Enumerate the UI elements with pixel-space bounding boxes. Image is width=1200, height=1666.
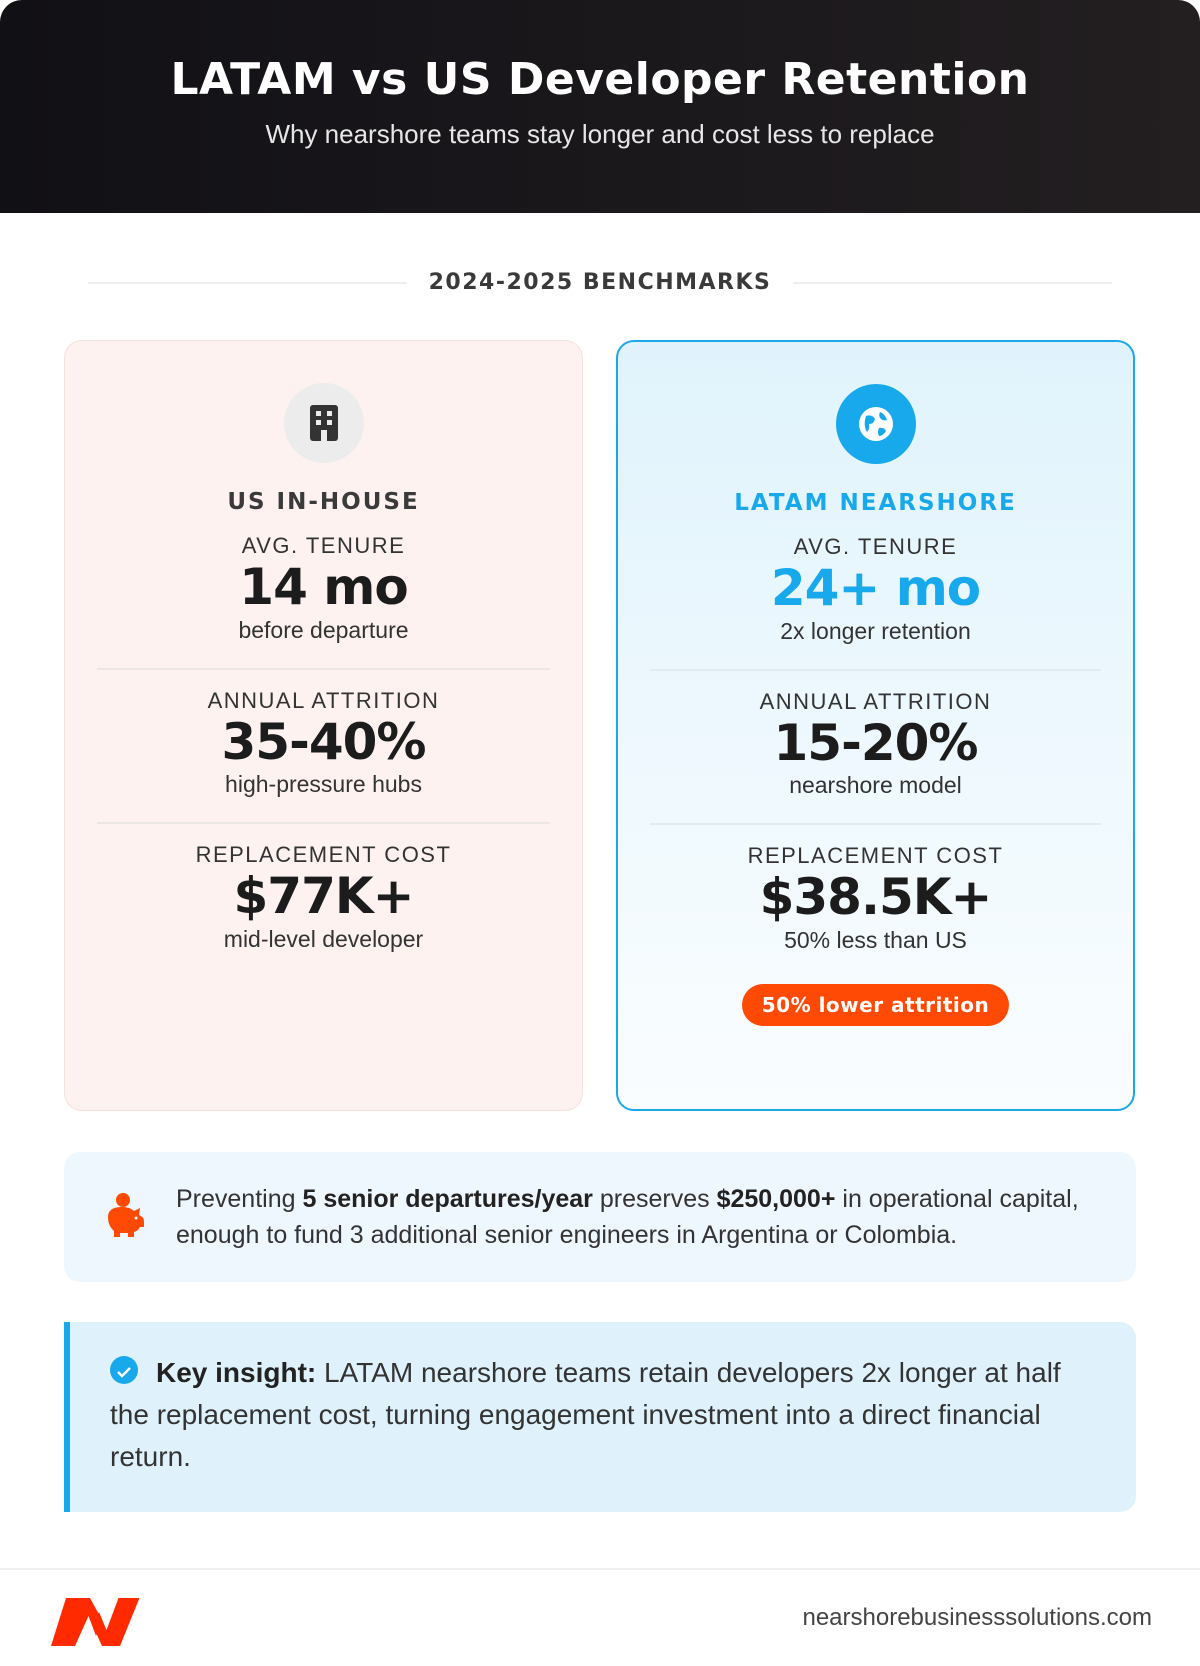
metric-label: REPLACEMENT COST: [747, 843, 1004, 868]
metric-label: ANNUAL ATTRITION: [207, 687, 440, 713]
metric-sub: mid-level developer: [223, 925, 424, 952]
metric-value: $77K+: [233, 867, 414, 925]
us-in-house-card: US IN-HOUSE AVG. TENURE 14 mo before dep…: [64, 340, 583, 1111]
section-heading: 2024-2025 BENCHMARKS: [88, 270, 1112, 295]
card-title: US IN-HOUSE: [227, 489, 420, 515]
metric-tenure: AVG. TENURE 14 mo before departure: [97, 515, 550, 670]
page-title: LATAM vs US Developer Retention: [170, 54, 1030, 105]
header: LATAM vs US Developer Retention Why near…: [0, 0, 1200, 213]
savings-callout: Preventing 5 senior departures/year pres…: [64, 1152, 1136, 1282]
metric-sub: high-pressure hubs: [225, 771, 422, 797]
section-label: 2024-2025 BENCHMARKS: [428, 270, 772, 295]
metric-label: AVG. TENURE: [793, 534, 958, 559]
metric-sub: nearshore model: [789, 772, 962, 798]
divider: [793, 281, 1112, 284]
metric-replacement-cost: REPLACEMENT COST $77K+ mid-level develop…: [97, 824, 550, 977]
card-title: LATAM NEARSHORE: [734, 490, 1017, 516]
insight-label: Key insight:: [156, 1357, 317, 1388]
latam-nearshore-card: LATAM NEARSHORE AVG. TENURE 24+ mo 2x lo…: [616, 340, 1135, 1111]
brand-logo: [48, 1598, 144, 1651]
metric-attrition: ANNUAL ATTRITION 35-40% high-pressure hu…: [97, 670, 550, 824]
metric-value: 15-20%: [773, 713, 978, 772]
check-circle-icon: [110, 1356, 138, 1384]
savings-text: Preventing 5 senior departures/year pres…: [176, 1185, 1079, 1249]
page-subtitle: Why nearshore teams stay longer and cost…: [265, 119, 935, 149]
metric-value: $38.5K+: [759, 868, 993, 926]
insight-text: LATAM nearshore teams retain developers …: [110, 1357, 1061, 1472]
metric-sub: 50% less than US: [784, 926, 967, 953]
metric-label: AVG. TENURE: [241, 533, 406, 558]
metric-attrition: ANNUAL ATTRITION 15-20% nearshore model: [650, 671, 1101, 825]
metric-label: REPLACEMENT COST: [195, 842, 452, 867]
metric-sub: 2x longer retention: [780, 617, 971, 644]
footer: nearshorebusinesssolutions.com: [0, 1568, 1200, 1666]
attrition-badge: 50% lower attrition: [741, 983, 1010, 1026]
piggy-bank-icon: [104, 1191, 146, 1244]
metric-value: 14 mo: [239, 558, 408, 616]
metric-replacement-cost: REPLACEMENT COST $38.5K+ 50% less than U…: [650, 825, 1101, 1050]
metric-label: ANNUAL ATTRITION: [759, 688, 992, 714]
divider: [88, 281, 407, 284]
metric-tenure: AVG. TENURE 24+ mo 2x longer retention: [650, 516, 1101, 671]
metric-value: 24+ mo: [770, 559, 981, 617]
website-link[interactable]: nearshorebusinesssolutions.com: [802, 1604, 1152, 1631]
metric-value: 35-40%: [221, 712, 426, 771]
metric-sub: before departure: [238, 616, 409, 643]
building-icon: [283, 383, 364, 463]
key-insight-callout: Key insight: LATAM nearshore teams retai…: [64, 1322, 1136, 1512]
globe-icon: [835, 384, 916, 464]
